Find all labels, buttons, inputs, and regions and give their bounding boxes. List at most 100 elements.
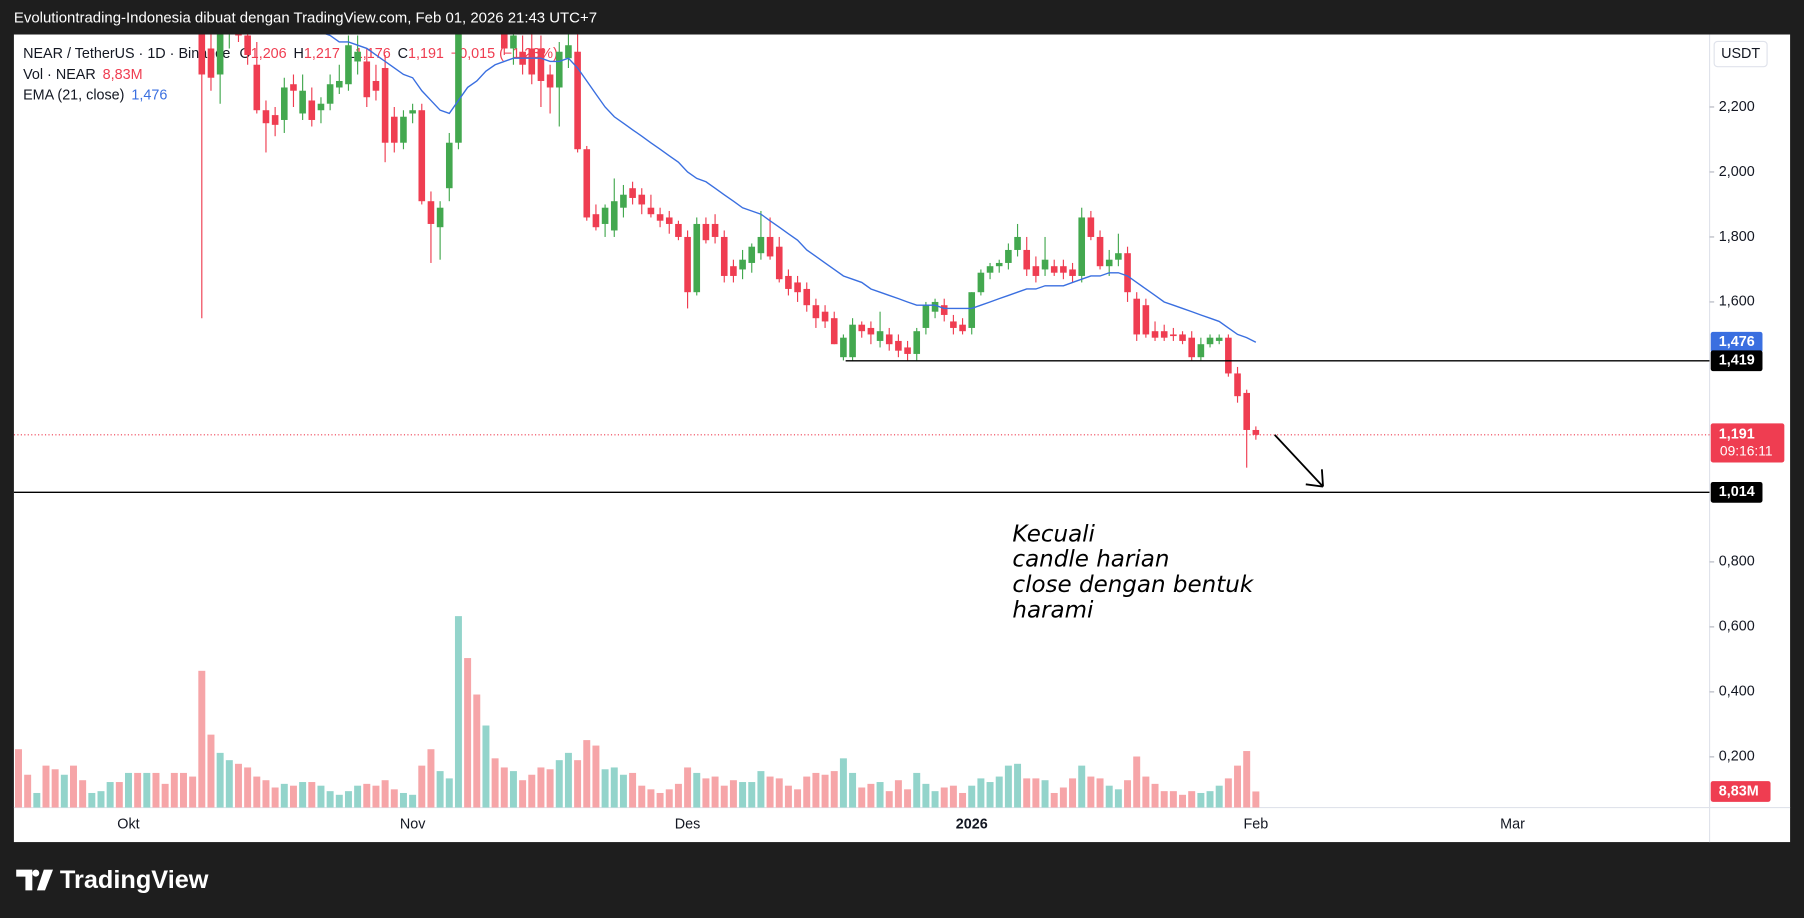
candle-body [299,90,306,114]
axes: USDT 2,200 2,000 1,800 1,600 0,800 0,600 0,400… [117,40,1785,833]
annotation-line: close dengan bentuk [1012,572,1254,598]
volume-bar [830,771,838,808]
volume-bar [1032,778,1040,808]
volume-bar [473,694,481,808]
candle-body [1005,249,1012,263]
volume-bar [629,772,637,808]
price-badge-label: 1,419 [1719,353,1755,369]
ema-name: EMA (21, close) [23,87,124,103]
volume-bar [647,789,655,808]
header-text: Evolutiontrading-Indonesia dibuat dengan… [14,9,597,26]
candle-body [711,223,719,237]
volume-bar [225,760,233,808]
volume-bar [693,772,701,808]
volume-bar [1179,794,1187,808]
volume-bar [299,782,307,808]
candle-body [1197,344,1205,358]
candle-body [418,110,426,202]
volume-bar [1105,785,1113,808]
candle-body [500,34,508,49]
symbol: NEAR / TetherUS · 1D · Binance [23,46,230,62]
ema-value: 1,476 [131,87,167,103]
volume-bar [684,767,692,808]
volume-bar [418,765,426,808]
countdown: 09:16:11 [1720,444,1773,459]
volume-bar [60,774,68,808]
ohlc-value: 1,176 [355,46,391,62]
volume-bar [784,785,792,808]
volume-bar [1023,778,1031,808]
volume-bar [711,776,719,808]
candle-body [1087,217,1095,237]
volume-bar [381,780,389,808]
volume-bar [959,792,967,808]
ohlc-key: C [398,46,408,62]
volume-bar [280,783,288,808]
candle-body [665,217,673,224]
volume-bar [88,792,96,808]
candle-body [876,331,884,341]
candle-body [1060,266,1067,273]
price-badge [1710,350,1763,372]
volume-bar [931,791,939,808]
candle-body [271,115,279,125]
candle-body [592,214,600,228]
volume-bar [592,745,600,808]
candle-body [977,272,985,293]
volume-bar [399,792,407,808]
x-tick-label: Feb [1243,817,1268,833]
candle-body [1243,392,1250,430]
candle-body [986,266,994,273]
candle-body [931,301,939,312]
candle-body [546,74,554,88]
candle-body [555,51,563,88]
volume-bar [344,791,352,808]
volume-bar [409,794,417,808]
volume-bar [289,785,297,808]
logo-text: TradingView [60,866,209,894]
candle-body [1124,253,1131,293]
currency: USDT [1721,46,1760,62]
y-tick-label: 2,000 [1719,164,1755,180]
volume-bar [748,782,756,808]
volume-bar [454,616,462,808]
volume-bar [1188,791,1196,808]
volume-bar [894,780,902,808]
volume-bar [601,769,609,808]
candle-body [803,288,811,306]
volume-bar [234,763,242,808]
candle-body [620,194,627,208]
volume-bar [812,772,820,808]
currency-box [1713,40,1768,68]
candle-body [675,223,682,237]
volume-bar [363,783,371,808]
volume-bar [1059,787,1067,808]
candle-body [1014,236,1021,250]
annotation-line: harami [1012,597,1094,623]
volume-bar [757,771,765,808]
candle-body [775,246,783,280]
candle-body [647,207,655,215]
candle-body [528,48,536,75]
volume-bar [574,760,582,808]
volume-bar [1041,780,1049,808]
candle-body [1078,217,1086,276]
volume-bar [216,752,224,808]
candle-body [656,214,664,221]
candle-body [1225,337,1232,374]
candle-body [345,45,352,85]
candle-body [253,64,261,111]
y-tick-label: 1,800 [1719,229,1755,245]
price-badge-label: 8,83M [1719,783,1759,799]
candle-body [335,80,343,88]
volume-bar [253,776,261,808]
candle-body [510,35,517,49]
x-tick-label: Mar [1500,817,1525,833]
candle-body [1023,249,1031,270]
volume-bar [326,791,334,808]
volume-bar [775,778,783,808]
volume-bar [1234,765,1242,808]
volume-bar [354,785,362,808]
candle-body [326,84,334,104]
volume-bar [262,780,270,808]
